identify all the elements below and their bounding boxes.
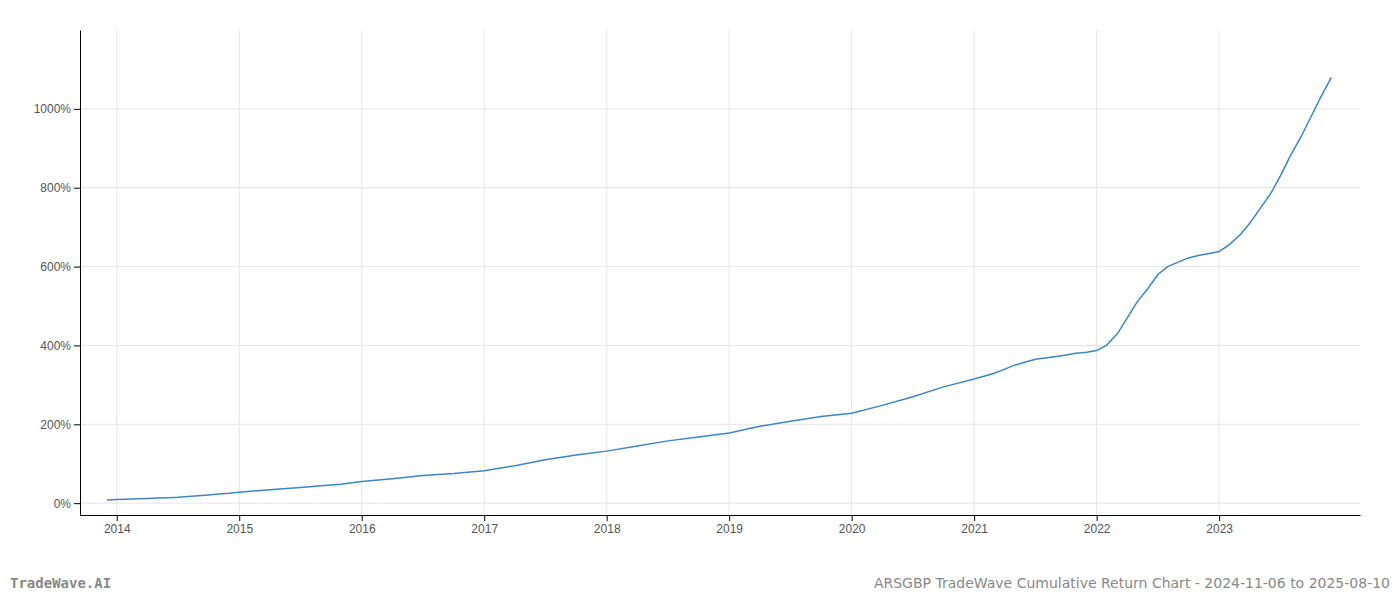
x-tick-mark <box>362 515 363 521</box>
x-tick: 2020 <box>839 515 866 536</box>
x-tick-mark <box>117 515 118 521</box>
x-tick-label: 2022 <box>1084 522 1111 536</box>
x-tick-label: 2023 <box>1206 522 1233 536</box>
plot-area <box>107 77 1331 500</box>
line <box>107 77 1331 500</box>
x-tick-mark <box>852 515 853 521</box>
y-tick-label: 400% <box>40 339 71 353</box>
y-tick: 1000% <box>34 102 80 116</box>
grid-line-x <box>974 30 975 515</box>
watermark: TradeWave.AI <box>10 575 111 591</box>
y-tick-mark <box>74 345 80 346</box>
x-tick-mark <box>1097 515 1098 521</box>
y-tick-label: 0% <box>54 497 72 511</box>
y-tick-mark <box>74 503 80 504</box>
x-tick: 2022 <box>1084 515 1111 536</box>
grid-line-x <box>729 30 730 515</box>
x-tick-mark <box>239 515 240 521</box>
y-tick-mark <box>74 188 80 189</box>
x-tick: 2014 <box>104 515 131 536</box>
y-tick-mark <box>74 109 80 110</box>
grid-line-x <box>239 30 240 515</box>
y-tick-label: 1000% <box>34 102 72 116</box>
grid-line-x <box>1219 30 1220 515</box>
grid-line-y <box>80 108 1360 109</box>
x-tick: 2018 <box>594 515 621 536</box>
grid-line-x <box>116 30 117 515</box>
grid-line-x <box>1096 30 1097 515</box>
grid-line-y <box>80 424 1360 425</box>
x-tick-label: 2014 <box>104 522 131 536</box>
grid-line-y <box>80 187 1360 188</box>
x-tick-label: 2016 <box>349 522 376 536</box>
x-axis: 2014 2015 2016 2017 2018 2019 2020 2021 2022 2023 <box>81 515 1361 536</box>
x-tick-label: 2019 <box>716 522 743 536</box>
y-axis-line <box>80 31 81 516</box>
x-axis-line <box>81 515 1361 516</box>
x-tick: 2016 <box>349 515 376 536</box>
y-tick: 600% <box>40 260 80 274</box>
y-tick: 0% <box>54 497 80 511</box>
grid-line-x <box>484 30 485 515</box>
x-tick: 2021 <box>961 515 988 536</box>
grid-line-y <box>80 503 1360 504</box>
grid <box>80 30 1360 515</box>
y-tick-mark <box>74 267 80 268</box>
x-tick: 2015 <box>226 515 253 536</box>
x-tick-label: 2020 <box>839 522 866 536</box>
x-tick-mark <box>974 515 975 521</box>
title: ARSGBP TradeWave Cumulative Return Chart… <box>874 575 1390 591</box>
grid-line-y <box>80 345 1360 346</box>
x-tick: 2023 <box>1206 515 1233 536</box>
y-tick-label: 600% <box>40 260 71 274</box>
x-tick-mark <box>1219 515 1220 521</box>
x-tick-mark <box>607 515 608 521</box>
y-tick-label: 800% <box>40 181 71 195</box>
x-tick-label: 2021 <box>961 522 988 536</box>
x-tick-mark <box>729 515 730 521</box>
y-tick-mark <box>74 424 80 425</box>
y-tick-label: 200% <box>40 418 71 432</box>
x-tick: 2017 <box>471 515 498 536</box>
y-axis: 0% 200% 400% 600% 800% 1000% <box>34 31 81 516</box>
y-tick: 400% <box>40 339 80 353</box>
grid-line-x <box>606 30 607 515</box>
y-tick: 200% <box>40 418 80 432</box>
grid-line-x <box>851 30 852 515</box>
x-tick-label: 2017 <box>471 522 498 536</box>
x-tick-label: 2018 <box>594 522 621 536</box>
x-tick-mark <box>484 515 485 521</box>
x-tick-label: 2015 <box>226 522 253 536</box>
grid-line-x <box>361 30 362 515</box>
x-tick: 2019 <box>716 515 743 536</box>
y-tick: 800% <box>40 181 80 195</box>
chart: 2014 2015 2016 2017 2018 2019 2020 2021 2022 2023… <box>0 0 1400 600</box>
